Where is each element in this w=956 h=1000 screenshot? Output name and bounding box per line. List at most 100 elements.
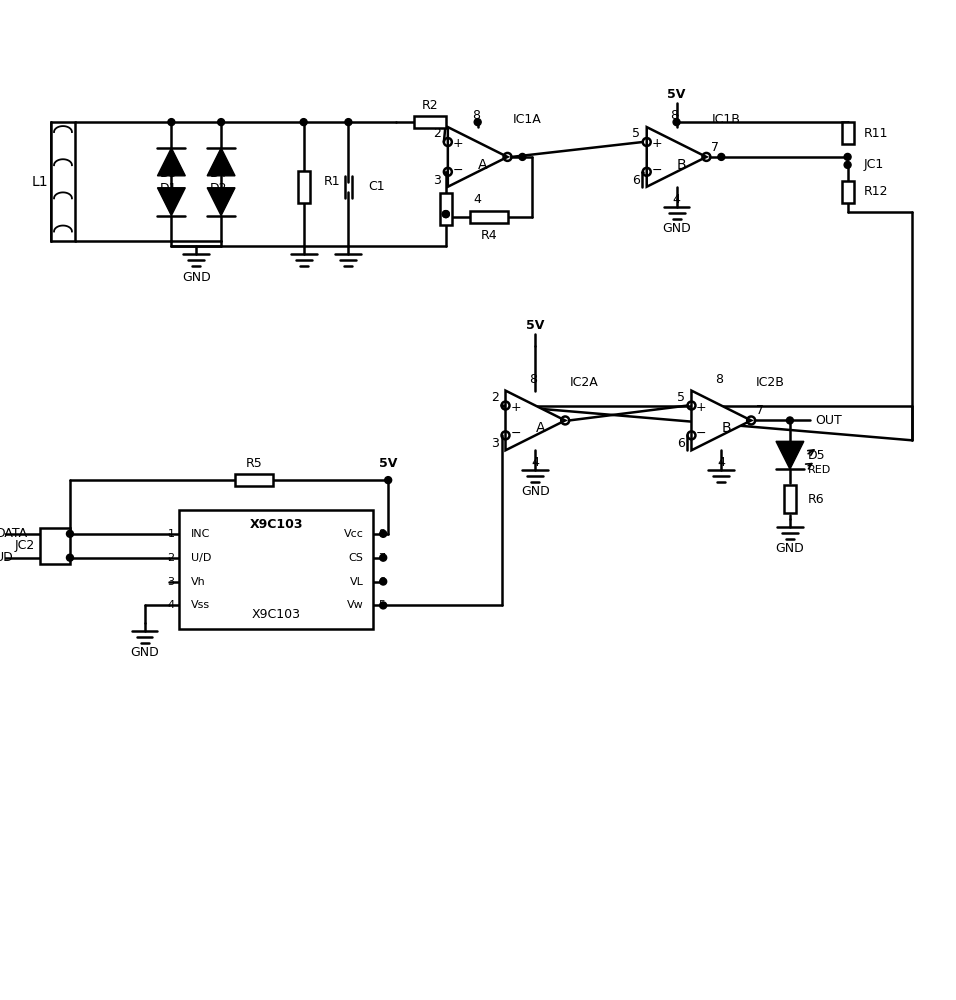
- Bar: [40, 528, 70, 564]
- Polygon shape: [447, 127, 508, 187]
- Text: Vh: Vh: [191, 577, 206, 587]
- Text: GND: GND: [182, 271, 210, 284]
- Polygon shape: [691, 391, 751, 450]
- Bar: [414, 116, 445, 128]
- Text: +: +: [651, 137, 662, 150]
- Text: D2: D2: [209, 182, 227, 195]
- Text: D3: D3: [160, 167, 177, 180]
- Text: 8: 8: [670, 109, 679, 122]
- Circle shape: [384, 477, 392, 484]
- Text: GND: GND: [663, 222, 691, 235]
- Text: Vcc: Vcc: [343, 529, 363, 539]
- Text: 4: 4: [474, 193, 482, 206]
- Text: IC1B: IC1B: [711, 113, 740, 126]
- Text: +: +: [696, 401, 706, 414]
- Circle shape: [380, 530, 386, 537]
- Text: OUT: OUT: [815, 414, 841, 427]
- Text: 4: 4: [532, 456, 539, 469]
- Bar: [297, 171, 310, 203]
- Text: 5: 5: [379, 600, 385, 610]
- Text: Vss: Vss: [191, 600, 210, 610]
- Text: −: −: [651, 164, 662, 177]
- Polygon shape: [158, 148, 185, 176]
- Text: B: B: [677, 158, 686, 172]
- Circle shape: [844, 161, 851, 168]
- Text: 5V: 5V: [526, 319, 545, 332]
- Text: UD: UD: [0, 551, 14, 564]
- Polygon shape: [207, 148, 235, 176]
- Text: 2: 2: [490, 391, 499, 404]
- Text: VL: VL: [350, 577, 363, 587]
- Circle shape: [300, 119, 307, 126]
- Text: GND: GND: [130, 646, 159, 659]
- Text: R4: R4: [481, 229, 497, 242]
- Text: 2: 2: [433, 127, 441, 140]
- Bar: [841, 181, 854, 203]
- Text: C1: C1: [368, 180, 385, 193]
- Text: 5V: 5V: [379, 457, 398, 470]
- Text: R6: R6: [808, 493, 824, 506]
- Text: IC1A: IC1A: [512, 113, 541, 126]
- Text: 8: 8: [471, 109, 480, 122]
- Text: 6: 6: [677, 437, 684, 450]
- Circle shape: [380, 578, 386, 585]
- Text: R12: R12: [863, 185, 888, 198]
- Text: INC: INC: [191, 529, 210, 539]
- Text: 3: 3: [167, 577, 174, 587]
- Polygon shape: [158, 188, 185, 216]
- Text: L1: L1: [32, 175, 49, 189]
- Circle shape: [380, 602, 386, 609]
- Text: CS: CS: [348, 553, 363, 563]
- Text: 5: 5: [677, 391, 684, 404]
- Circle shape: [168, 119, 175, 126]
- Text: 7: 7: [711, 141, 719, 154]
- Text: 8: 8: [715, 373, 724, 386]
- Circle shape: [67, 554, 74, 561]
- Text: A: A: [535, 421, 545, 435]
- Polygon shape: [207, 188, 235, 216]
- Text: IC2A: IC2A: [570, 376, 598, 389]
- Bar: [470, 211, 508, 223]
- Text: U/D: U/D: [191, 553, 211, 563]
- Bar: [841, 122, 854, 144]
- Text: 7: 7: [756, 404, 764, 417]
- Text: A: A: [478, 158, 488, 172]
- Text: −: −: [511, 427, 521, 440]
- Circle shape: [844, 153, 851, 160]
- Circle shape: [380, 554, 386, 561]
- Bar: [180, 510, 373, 629]
- Text: JC2: JC2: [15, 539, 35, 552]
- Circle shape: [718, 153, 725, 160]
- Circle shape: [218, 119, 225, 126]
- Text: 5V: 5V: [667, 88, 685, 101]
- Text: R11: R11: [863, 127, 888, 140]
- Circle shape: [345, 119, 352, 126]
- Circle shape: [443, 211, 449, 218]
- Text: R1: R1: [323, 175, 340, 188]
- Text: D5: D5: [808, 449, 825, 462]
- Text: +: +: [511, 401, 521, 414]
- Text: Vw: Vw: [347, 600, 363, 610]
- Text: GND: GND: [521, 485, 550, 498]
- Text: D1: D1: [160, 182, 177, 195]
- Text: 1: 1: [167, 529, 174, 539]
- Text: 4: 4: [673, 193, 681, 206]
- Circle shape: [67, 530, 74, 537]
- Circle shape: [519, 153, 526, 160]
- Text: 4: 4: [717, 456, 726, 469]
- Text: 8: 8: [530, 373, 537, 386]
- Text: 3: 3: [433, 174, 441, 187]
- Polygon shape: [646, 127, 706, 187]
- Text: JC1: JC1: [863, 158, 883, 171]
- Text: X9C103: X9C103: [251, 608, 301, 621]
- Text: 6: 6: [632, 174, 640, 187]
- Text: +: +: [452, 137, 463, 150]
- Text: 5: 5: [632, 127, 640, 140]
- Text: 7: 7: [379, 553, 385, 563]
- Text: IC2B: IC2B: [756, 376, 785, 389]
- Text: R2: R2: [422, 99, 438, 112]
- Text: −: −: [696, 427, 706, 440]
- Text: 8: 8: [379, 529, 385, 539]
- Bar: [51, 122, 75, 241]
- Text: 3: 3: [490, 437, 499, 450]
